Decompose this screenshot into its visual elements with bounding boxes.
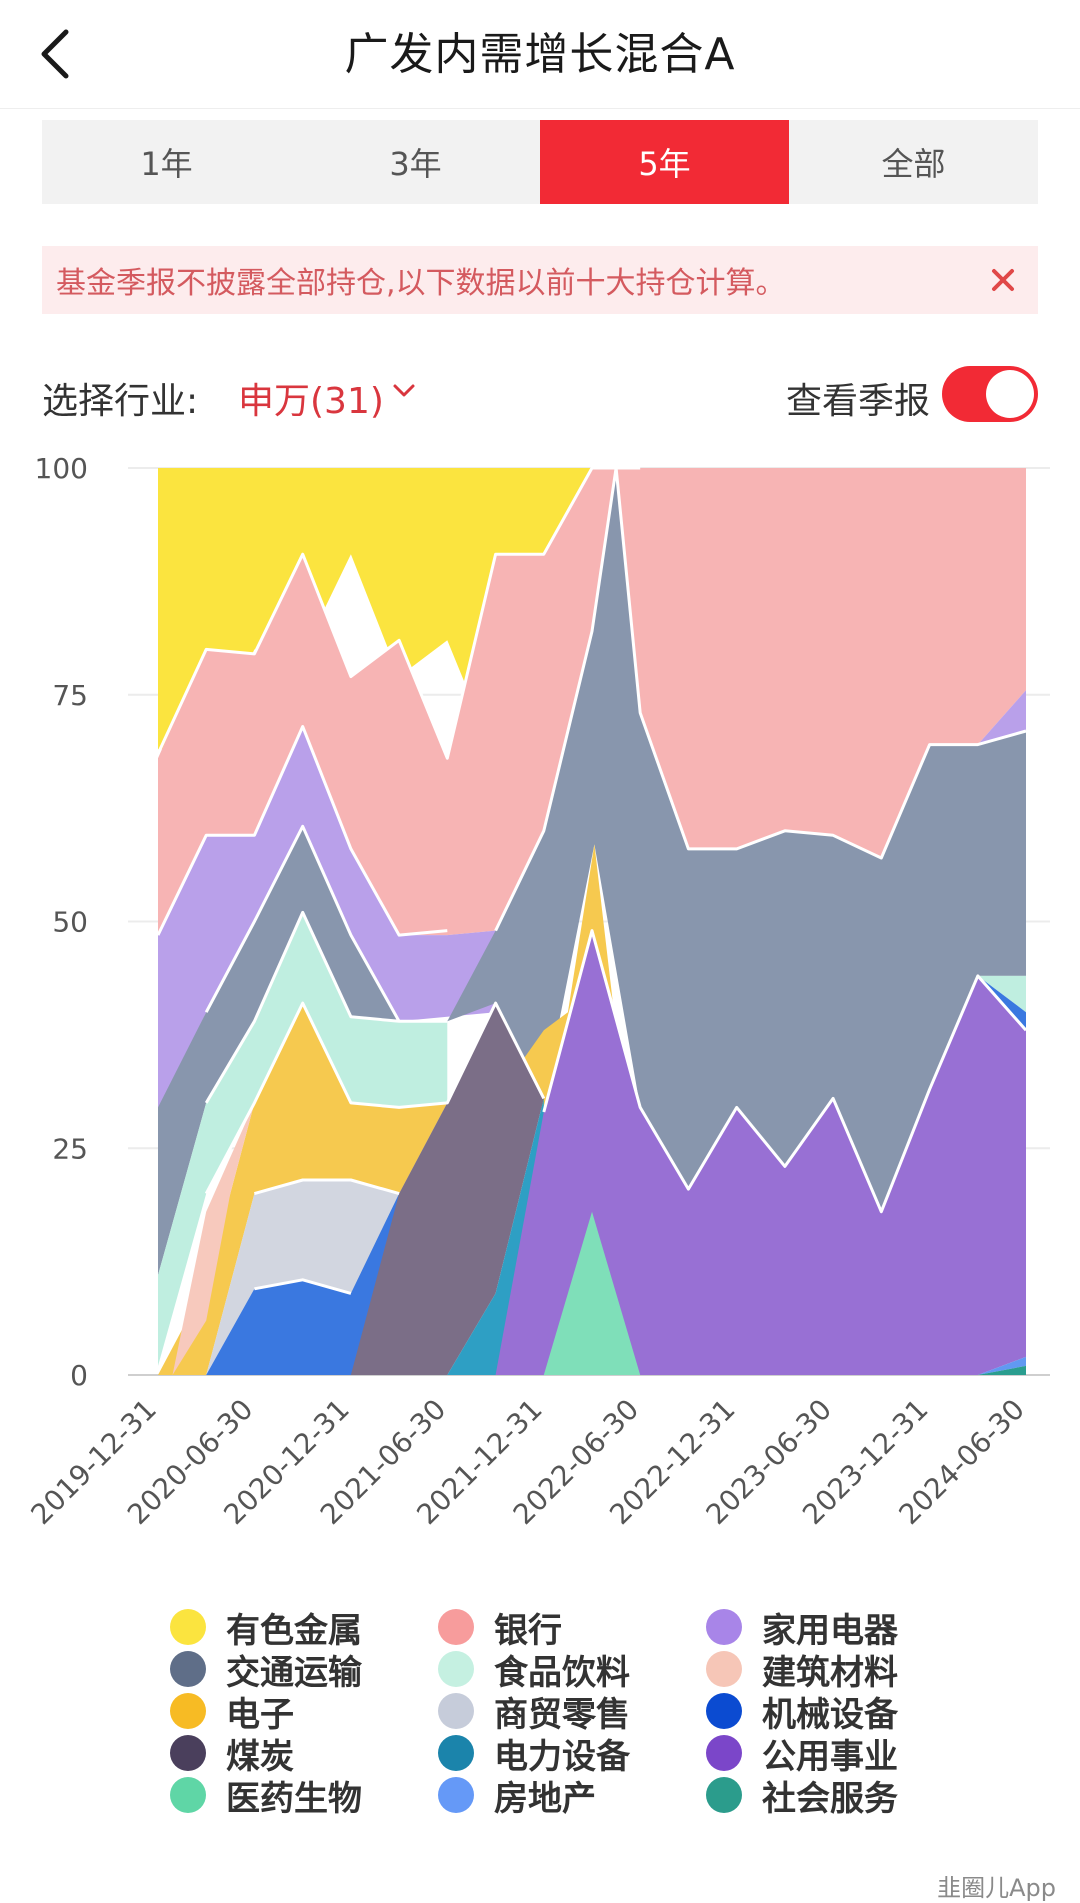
legend-label: 食品饮料 [494, 1652, 630, 1693]
series-boundary [156, 725, 448, 937]
quarterly-report-label: 查看季报 [785, 381, 930, 422]
legend-swatch [170, 1735, 206, 1771]
tab-5-years[interactable]: 5年 [540, 120, 789, 204]
area-食品饮料 [158, 912, 448, 1366]
legend-swatch [438, 1609, 474, 1645]
industry-allocation-chart: 02550751002019-12-312020-06-302020-12-31… [25, 452, 1050, 1531]
legend-label: 交通运输 [226, 1652, 362, 1693]
legend-label: 社会服务 [762, 1778, 898, 1819]
period-tabs: 1年 3年 5年 全部 [42, 120, 1038, 204]
series-boundary [494, 466, 1027, 932]
legend-label: 公用事业 [762, 1736, 898, 1777]
legend-item: 食品饮料 [438, 1648, 630, 1693]
chevron-left-icon [41, 29, 69, 79]
y-tick-label: 75 [52, 679, 88, 712]
series-boundary [254, 1278, 352, 1295]
y-tick-label: 25 [52, 1132, 88, 1165]
legend-label: 医药生物 [226, 1778, 362, 1819]
area-医药生物 [543, 1211, 641, 1375]
y-tick-label: 0 [70, 1359, 88, 1392]
legend-label: 有色金属 [226, 1610, 362, 1651]
watermark: 韭圈儿App [937, 1874, 1056, 1902]
area-交通运输 [158, 468, 1026, 1276]
series-boundary [204, 910, 448, 1104]
legend-item: 医药生物 [170, 1774, 362, 1819]
legend-label: 电子 [226, 1694, 294, 1735]
boundary-lines [156, 466, 1028, 1295]
legend-item: 煤炭 [170, 1732, 362, 1777]
legend-label: 家用电器 [762, 1610, 898, 1651]
series-boundary [156, 466, 641, 760]
legend-label: 建筑材料 [762, 1652, 898, 1693]
legend-swatch [438, 1777, 474, 1813]
legend-item: 家用电器 [706, 1606, 898, 1651]
y-tick-label: 100 [35, 452, 88, 485]
industry-filter-label: 选择行业: [42, 381, 199, 422]
legend-label: 煤炭 [226, 1736, 294, 1777]
chevron-down-icon[interactable] [392, 382, 416, 400]
legend-item: 交通运输 [170, 1648, 362, 1693]
legend-label: 商贸零售 [494, 1694, 630, 1735]
legend-swatch [438, 1651, 474, 1687]
area-食品饮料 [977, 975, 1026, 1013]
y-tick-label: 50 [52, 906, 88, 939]
series-boundary [542, 929, 1028, 1214]
legend-swatch [170, 1609, 206, 1645]
area-银行 [158, 468, 1026, 936]
legend-item: 有色金属 [170, 1606, 362, 1651]
area-series [158, 468, 1027, 1375]
notice-close-button[interactable] [982, 259, 1024, 301]
header-bar: 广发内需增长混合A [0, 0, 1080, 109]
legend-swatch [706, 1609, 742, 1645]
close-icon [992, 269, 1014, 291]
area-煤炭 [350, 1003, 544, 1375]
legend-swatch [706, 1693, 742, 1729]
legend-item: 机械设备 [706, 1690, 898, 1735]
series-boundary [204, 824, 401, 1023]
legend-item: 电子 [170, 1690, 362, 1735]
tab-3-years[interactable]: 3年 [389, 145, 442, 183]
legend-item: 房地产 [438, 1774, 630, 1819]
notice-text: 基金季报不披露全部持仓,以下数据以前十大持仓计算。 [56, 266, 786, 301]
series-boundary [204, 1001, 546, 1195]
tab-all[interactable]: 全部 [881, 145, 946, 183]
area-公用事业 [495, 930, 1027, 1375]
legend-swatch [170, 1777, 206, 1813]
quarterly-report-toggle[interactable] [942, 366, 1038, 422]
legend-item: 商贸零售 [438, 1690, 630, 1735]
area-家用电器 [977, 690, 1026, 745]
legend-label: 电力设备 [494, 1736, 630, 1777]
area-建筑材料 [172, 1102, 255, 1375]
back-button[interactable] [36, 14, 96, 84]
filter-row: 选择行业: 申万(31) 查看季报 [42, 360, 1038, 430]
legend-swatch [438, 1693, 474, 1729]
legend-item: 银行 [438, 1606, 630, 1651]
legend-swatch [170, 1651, 206, 1687]
legend-label: 机械设备 [762, 1694, 898, 1735]
legend-swatch [170, 1693, 206, 1729]
disclosure-notice: 基金季报不披露全部持仓,以下数据以前十大持仓计算。 [42, 246, 1038, 314]
legend-item: 社会服务 [706, 1774, 898, 1819]
series-boundary [253, 1178, 400, 1196]
legend-item: 建筑材料 [706, 1648, 898, 1693]
tab-1-year[interactable]: 1年 [140, 145, 193, 183]
legend-item: 公用事业 [706, 1732, 898, 1777]
legend-swatch [706, 1777, 742, 1813]
legend-item: 电力设备 [438, 1732, 630, 1777]
legend-swatch [706, 1651, 742, 1687]
legend-swatch [706, 1735, 742, 1771]
industry-selector[interactable]: 申万(31) [238, 381, 384, 422]
area-电子 [158, 1003, 448, 1375]
page-title: 广发内需增长混合A [344, 29, 736, 80]
toggle-knob [986, 370, 1034, 418]
legend-swatch [438, 1735, 474, 1771]
legend-label: 银行 [494, 1610, 562, 1651]
area-家用电器 [158, 726, 496, 1112]
legend-label: 房地产 [494, 1778, 596, 1819]
